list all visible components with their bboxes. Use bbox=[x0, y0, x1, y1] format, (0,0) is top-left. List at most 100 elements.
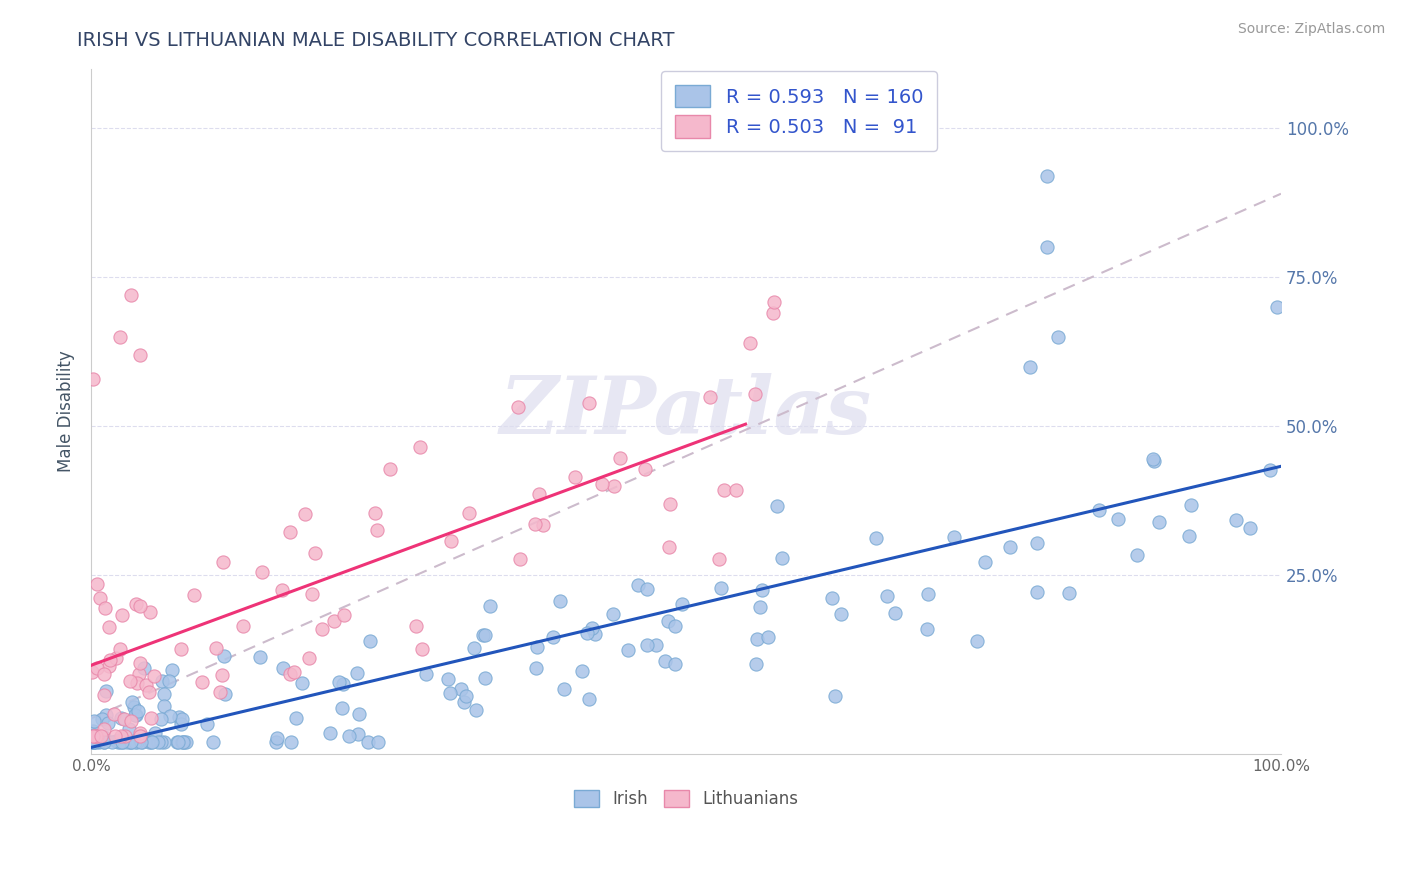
Point bbox=[111, 732, 134, 747]
Point bbox=[118, 735, 141, 749]
Point bbox=[129, 656, 152, 670]
Point bbox=[121, 695, 143, 709]
Point bbox=[89, 591, 111, 605]
Point bbox=[120, 735, 142, 749]
Point bbox=[264, 735, 287, 749]
Point bbox=[172, 735, 194, 749]
Point bbox=[591, 477, 613, 491]
Point bbox=[201, 735, 224, 749]
Point bbox=[93, 722, 115, 736]
Point bbox=[1180, 499, 1202, 513]
Point bbox=[143, 726, 166, 740]
Point bbox=[86, 729, 108, 743]
Point bbox=[973, 555, 995, 569]
Point bbox=[1019, 359, 1042, 374]
Point bbox=[657, 614, 679, 628]
Point bbox=[304, 546, 326, 560]
Point bbox=[139, 605, 162, 619]
Point bbox=[1000, 540, 1022, 554]
Point bbox=[478, 599, 501, 614]
Point bbox=[174, 735, 197, 749]
Point bbox=[278, 667, 301, 681]
Point bbox=[634, 462, 657, 476]
Point bbox=[1036, 240, 1059, 254]
Point bbox=[450, 681, 472, 696]
Point bbox=[83, 735, 105, 749]
Point bbox=[122, 700, 145, 714]
Point bbox=[149, 735, 172, 749]
Point bbox=[111, 735, 134, 749]
Point bbox=[110, 729, 132, 743]
Point bbox=[195, 717, 218, 731]
Point bbox=[112, 712, 135, 726]
Point bbox=[93, 735, 115, 749]
Point bbox=[541, 630, 564, 644]
Point bbox=[636, 639, 658, 653]
Point bbox=[347, 727, 370, 741]
Point bbox=[153, 699, 176, 714]
Point bbox=[273, 661, 295, 675]
Point bbox=[162, 663, 184, 677]
Point bbox=[943, 530, 966, 544]
Point bbox=[93, 667, 115, 681]
Point bbox=[105, 734, 128, 748]
Point bbox=[97, 620, 120, 634]
Point bbox=[531, 518, 554, 533]
Point bbox=[104, 651, 127, 665]
Point bbox=[118, 674, 141, 689]
Point bbox=[115, 735, 138, 749]
Point bbox=[83, 735, 105, 749]
Point bbox=[865, 531, 887, 545]
Point bbox=[472, 628, 495, 642]
Point bbox=[318, 726, 340, 740]
Point bbox=[131, 735, 153, 749]
Point bbox=[128, 726, 150, 740]
Point bbox=[104, 729, 127, 743]
Point bbox=[191, 674, 214, 689]
Point bbox=[84, 729, 107, 743]
Point bbox=[183, 588, 205, 602]
Point bbox=[1035, 169, 1057, 183]
Point bbox=[167, 710, 190, 724]
Point bbox=[128, 667, 150, 681]
Point bbox=[763, 294, 786, 309]
Point bbox=[527, 487, 550, 501]
Point bbox=[707, 552, 730, 566]
Point bbox=[86, 577, 108, 591]
Point bbox=[578, 396, 600, 410]
Point bbox=[1126, 548, 1149, 562]
Point bbox=[744, 387, 766, 401]
Point bbox=[80, 665, 103, 680]
Point bbox=[636, 582, 658, 596]
Point bbox=[824, 689, 846, 703]
Point bbox=[509, 552, 531, 566]
Point bbox=[170, 712, 193, 726]
Point bbox=[153, 687, 176, 701]
Point bbox=[82, 729, 104, 743]
Point bbox=[103, 706, 125, 721]
Point bbox=[617, 642, 640, 657]
Point bbox=[93, 735, 115, 749]
Point bbox=[699, 390, 721, 404]
Point bbox=[548, 594, 571, 608]
Point bbox=[127, 735, 149, 749]
Point bbox=[526, 640, 548, 654]
Point bbox=[124, 735, 146, 749]
Point bbox=[82, 735, 104, 749]
Point bbox=[108, 330, 131, 344]
Point bbox=[332, 608, 354, 623]
Point bbox=[508, 401, 530, 415]
Point bbox=[285, 711, 308, 725]
Point bbox=[602, 607, 624, 622]
Point bbox=[93, 688, 115, 702]
Point bbox=[363, 506, 385, 520]
Point bbox=[440, 534, 463, 549]
Point bbox=[770, 551, 793, 566]
Point bbox=[129, 735, 152, 749]
Point bbox=[108, 642, 131, 657]
Point bbox=[465, 703, 488, 717]
Point bbox=[474, 671, 496, 685]
Point bbox=[654, 654, 676, 668]
Point bbox=[453, 695, 475, 709]
Point bbox=[337, 729, 360, 743]
